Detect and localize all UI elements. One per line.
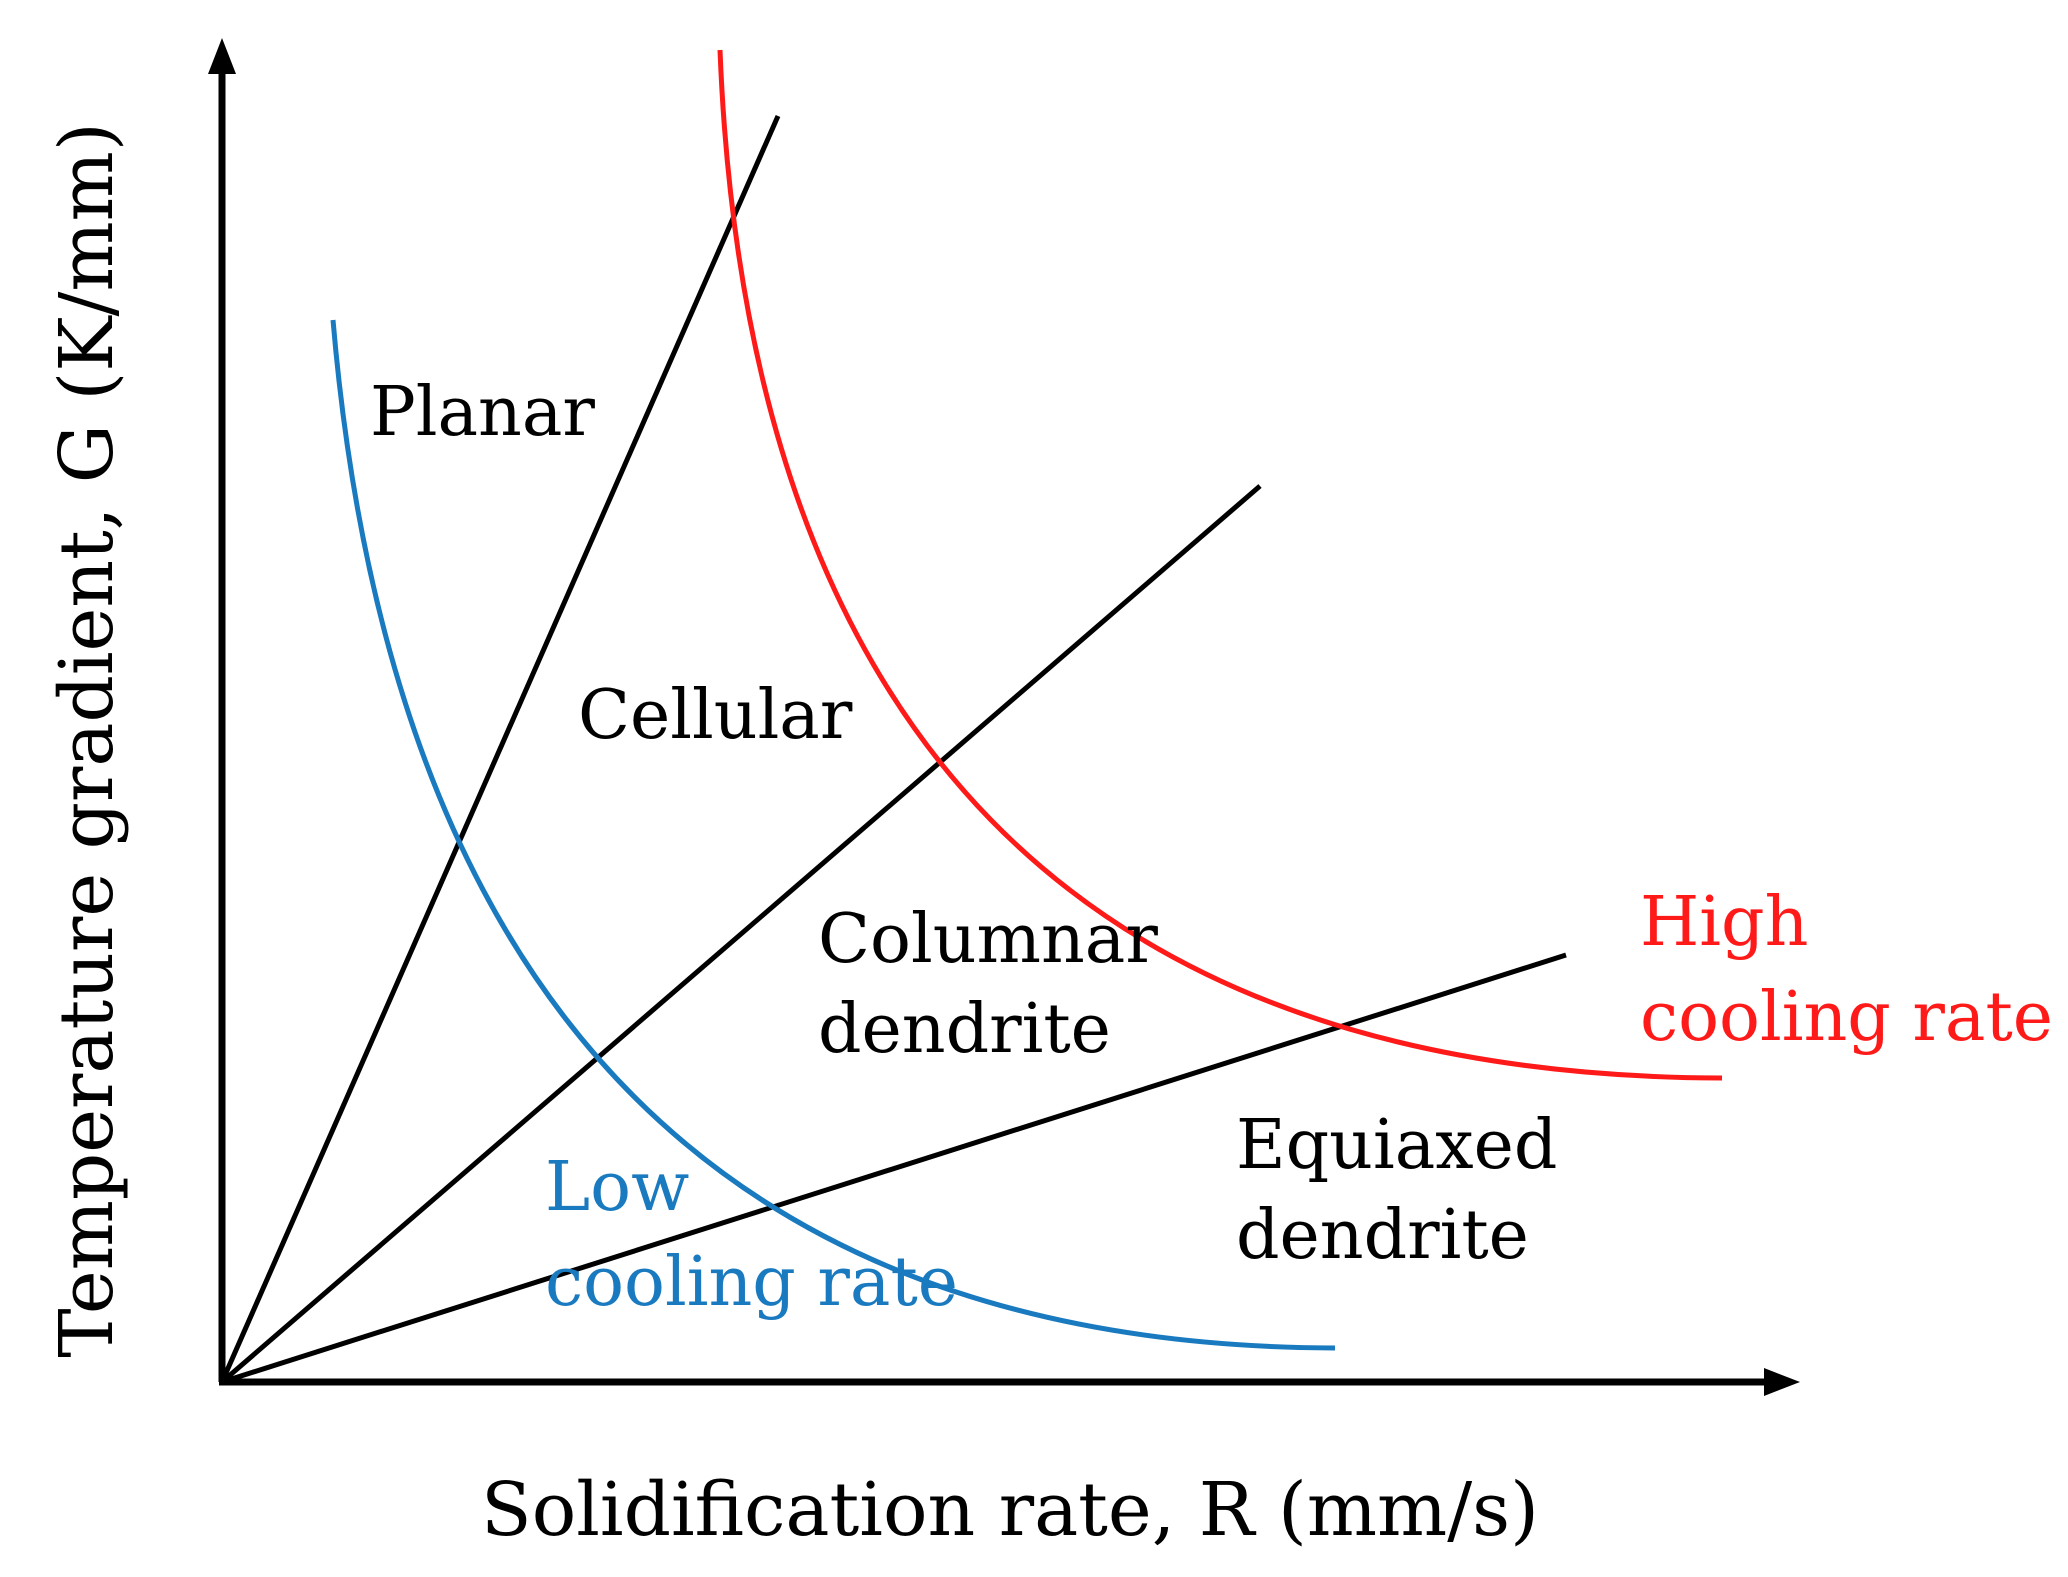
- cellular-label: Cellular: [578, 676, 853, 755]
- y-axis-title: Temperature gradient, G (K/mm): [44, 122, 130, 1357]
- high-cooling-rate-curve: [717, 49, 1723, 1081]
- low-cooling-rate-label-line2: cooling rate: [545, 1243, 958, 1322]
- low-cooling-rate-label-line1: Low: [545, 1148, 689, 1227]
- low-cooling-rate-curve: [330, 319, 1336, 1351]
- equiaxed-label-line1: Equiaxed: [1236, 1106, 1557, 1185]
- planar-label: Planar: [370, 373, 595, 452]
- planar-cellular-boundary: [219, 114, 781, 1384]
- high-cooling-rate-label-line2: cooling rate: [1640, 978, 2053, 1057]
- x-axis-title: Solidification rate, R (mm/s): [481, 1467, 1539, 1553]
- high-cooling-rate-label-line1: High: [1640, 883, 1808, 962]
- columnar-label-line2: dendrite: [818, 990, 1111, 1069]
- y-axis-arrow-icon: [208, 38, 236, 74]
- cellular-columnar-boundary: [220, 484, 1262, 1384]
- columnar-label-line1: Columnar: [818, 900, 1158, 979]
- equiaxed-label-line2: dendrite: [1236, 1196, 1529, 1275]
- x-axis-arrow-icon: [1764, 1368, 1800, 1396]
